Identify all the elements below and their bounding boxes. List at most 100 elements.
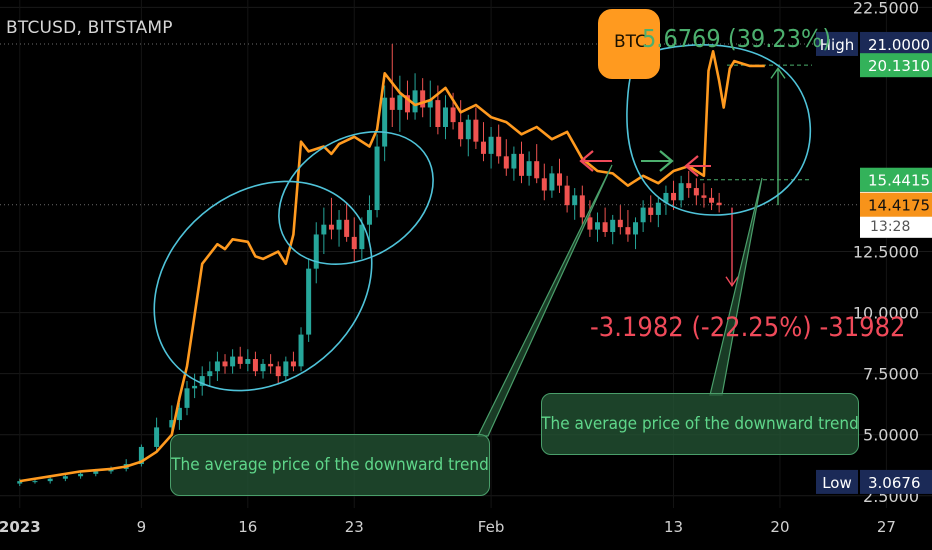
candle-body xyxy=(465,119,471,140)
price-tag-label-bg xyxy=(816,469,858,494)
x-tick-label: 16 xyxy=(238,518,257,536)
candle-body xyxy=(252,359,258,372)
candle-body xyxy=(237,356,243,364)
candle-body xyxy=(32,481,38,483)
arrow-red-left-1-head xyxy=(579,150,594,172)
x-tick-label: 13 xyxy=(664,518,683,536)
candle-body xyxy=(336,219,342,230)
candle-body xyxy=(420,90,426,108)
candle-body xyxy=(230,356,236,367)
x-tick-label: 9 xyxy=(137,518,147,536)
candle-body xyxy=(275,366,281,377)
candle-body xyxy=(260,363,266,372)
x-tick-label: 20 xyxy=(770,518,789,536)
candle-body xyxy=(351,236,357,250)
candle-body xyxy=(199,376,205,386)
candle-body xyxy=(633,222,639,235)
candle-body xyxy=(17,481,23,484)
candle-body xyxy=(344,219,350,237)
candle-body xyxy=(496,136,502,157)
y-tick-label: 22.5000 xyxy=(853,0,919,17)
candle-body xyxy=(625,227,631,235)
candle-body xyxy=(328,224,334,230)
price-tag-label-bg xyxy=(816,31,858,56)
candle-body xyxy=(716,202,722,206)
candle-body xyxy=(503,156,509,169)
candle-body xyxy=(648,207,654,215)
price-tag-value: 20.1310 xyxy=(868,57,930,75)
candle-body xyxy=(62,476,68,479)
symbol-title[interactable]: BTCUSD, BITSTAMP xyxy=(6,18,173,38)
y-tick-label: 5.0000 xyxy=(863,426,919,445)
candle-body xyxy=(366,210,372,225)
candle-body xyxy=(382,97,388,147)
y-tick-label: 12.5000 xyxy=(853,243,919,262)
drawings-layer xyxy=(153,43,811,437)
candle-body xyxy=(678,183,684,201)
candle-body xyxy=(693,188,699,196)
price-tag-label: Low xyxy=(822,474,852,492)
price-tag-bg xyxy=(860,31,932,56)
price-tag-bg xyxy=(860,469,932,494)
gain-measure-text: 5.6769 (39.23%) xyxy=(642,24,832,53)
candle-body xyxy=(283,361,289,377)
arrow-green-right-head xyxy=(659,150,674,172)
y-tick-label: 10.0000 xyxy=(853,304,919,323)
candle-body xyxy=(412,90,418,113)
measure-loss-head xyxy=(725,276,739,288)
price-tag-value: 3.0676 xyxy=(868,474,921,492)
price-tag-value: 15.4415 xyxy=(868,172,930,190)
candle-body xyxy=(192,385,198,389)
candle-body xyxy=(458,122,464,140)
candle-body xyxy=(442,107,448,127)
candle-body xyxy=(686,183,692,189)
candle-body xyxy=(184,388,190,408)
measure-lines xyxy=(700,64,812,288)
candle-body xyxy=(78,473,84,477)
price-tag-value: 14.4175 xyxy=(868,197,930,215)
candle-body xyxy=(701,195,707,198)
candle-body xyxy=(222,361,228,367)
candle-body xyxy=(640,207,646,223)
candle-body xyxy=(397,95,403,110)
trend-circle-2 xyxy=(278,131,434,265)
x-tick-label: 27 xyxy=(877,518,896,536)
candle-body xyxy=(450,107,456,123)
candle-body xyxy=(298,334,304,367)
candle-body xyxy=(480,141,486,154)
x-tick-label: Feb xyxy=(478,518,505,536)
price-tag-value: 21.0000 xyxy=(868,36,930,54)
candle-body xyxy=(359,224,365,250)
candle-body xyxy=(663,192,669,203)
candle-body xyxy=(138,446,144,465)
callout-box-right[interactable]: The average price of the downward trend xyxy=(541,393,859,455)
btc-label: BTC xyxy=(614,32,647,52)
candle-body xyxy=(313,234,319,269)
price-tag-bg xyxy=(860,192,932,217)
candle-body xyxy=(579,195,585,218)
candle-body xyxy=(473,119,479,142)
trend-circle-1 xyxy=(153,180,373,392)
candle-body xyxy=(245,359,251,364)
candle-body xyxy=(610,219,616,233)
candle-body xyxy=(427,100,433,108)
price-tag-countdown: 13:28 xyxy=(870,219,910,235)
candle-body xyxy=(534,161,540,179)
candle-body xyxy=(404,95,410,113)
candle-body xyxy=(374,146,380,211)
candle-body xyxy=(321,224,327,235)
callout-box-left[interactable]: The average price of the downward trend xyxy=(170,434,490,496)
price-tags: High21.000020.131015.441514.454213:2814.… xyxy=(816,31,932,494)
y-tick-label: 7.5000 xyxy=(863,365,919,384)
arrow-red-left-2-head xyxy=(684,155,699,177)
candle-body xyxy=(655,202,661,215)
candle-body xyxy=(154,427,160,447)
trend-circle-3 xyxy=(626,43,811,216)
candle-body xyxy=(176,407,182,421)
candle-body xyxy=(169,420,175,428)
callout-pointer-right xyxy=(709,177,763,396)
candle-body xyxy=(389,97,395,110)
x-axis: 2023 9 16 23 Feb 13 20 27 xyxy=(0,518,896,536)
price-tag-bg xyxy=(860,167,932,192)
